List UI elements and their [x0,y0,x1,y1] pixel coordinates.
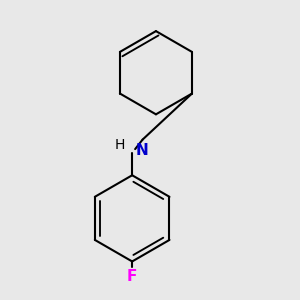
Text: F: F [127,269,137,284]
Text: N: N [136,143,148,158]
Text: H: H [114,138,125,152]
